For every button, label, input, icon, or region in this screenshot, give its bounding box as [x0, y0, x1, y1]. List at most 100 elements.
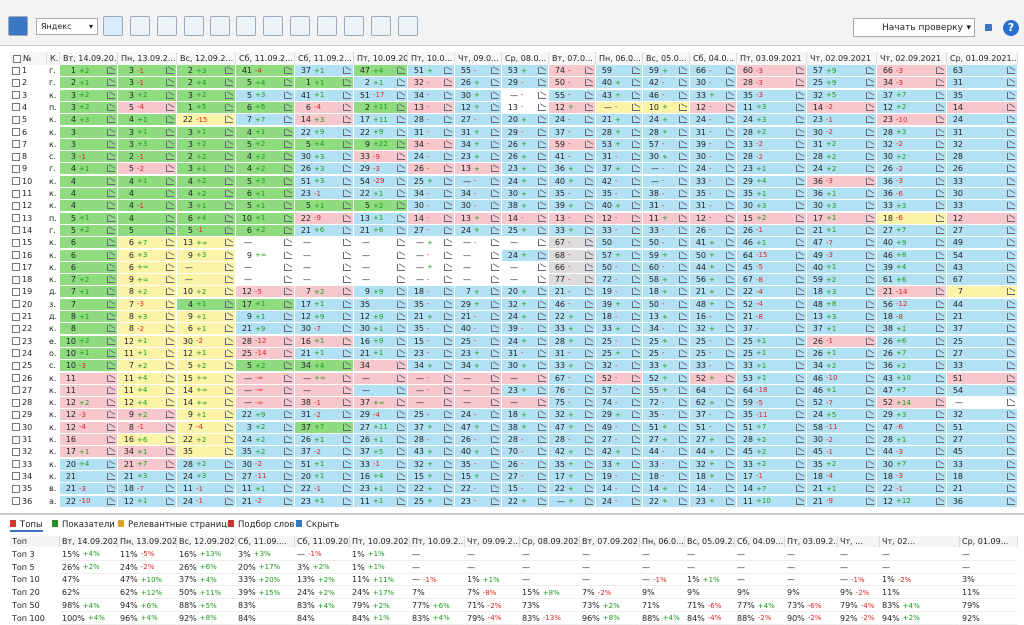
chart-icon[interactable] — [343, 202, 351, 210]
chart-icon[interactable] — [225, 362, 233, 370]
chart-icon[interactable] — [726, 190, 734, 197]
chart-icon[interactable] — [632, 349, 640, 357]
chart-icon[interactable] — [796, 313, 804, 320]
chart-icon[interactable] — [866, 374, 874, 382]
chart-icon[interactable] — [343, 214, 351, 222]
chart-icon[interactable] — [726, 226, 734, 234]
chart-icon[interactable] — [444, 460, 452, 468]
chart-icon[interactable] — [343, 116, 351, 124]
chart-icon[interactable] — [284, 103, 292, 111]
chart-icon[interactable] — [796, 288, 804, 296]
chart-icon[interactable] — [284, 337, 292, 345]
chart-icon[interactable] — [726, 202, 734, 210]
chart-icon[interactable] — [491, 140, 499, 148]
chart-icon[interactable] — [726, 177, 734, 185]
chart-icon[interactable] — [585, 202, 593, 210]
chart-icon[interactable] — [166, 251, 174, 259]
chart-icon[interactable] — [936, 325, 944, 333]
chart-icon[interactable] — [107, 349, 115, 357]
chart-icon[interactable] — [397, 103, 405, 111]
chart-icon[interactable] — [632, 337, 640, 345]
chart-icon[interactable] — [343, 226, 351, 234]
chart-icon[interactable] — [284, 165, 292, 173]
chart-icon[interactable] — [538, 399, 546, 407]
chart-icon[interactable] — [343, 386, 351, 394]
chart-icon[interactable] — [491, 276, 499, 284]
chart-icon[interactable] — [538, 288, 546, 296]
chart-icon[interactable] — [679, 436, 687, 443]
chart-icon[interactable] — [284, 472, 292, 480]
chart-icon[interactable] — [444, 386, 452, 394]
chart-icon[interactable] — [107, 67, 115, 74]
chart-icon[interactable] — [632, 177, 640, 185]
chart-icon[interactable] — [397, 423, 405, 431]
chart-icon[interactable] — [491, 374, 499, 382]
chart-icon[interactable] — [585, 386, 593, 394]
chart-icon[interactable] — [444, 103, 452, 111]
chart-icon[interactable] — [866, 165, 874, 173]
chart-icon[interactable] — [1007, 251, 1015, 259]
chart-icon[interactable] — [1007, 239, 1015, 247]
chart-icon[interactable] — [166, 349, 174, 357]
chart-icon[interactable] — [284, 67, 292, 74]
chart-icon[interactable] — [444, 497, 452, 505]
chart-icon[interactable] — [936, 399, 944, 407]
chart-icon[interactable] — [107, 263, 115, 271]
chart-icon[interactable] — [166, 436, 174, 443]
chart-icon[interactable] — [679, 485, 687, 493]
chart-icon[interactable] — [679, 300, 687, 308]
chart-icon[interactable] — [1007, 153, 1015, 161]
chart-icon[interactable] — [726, 399, 734, 407]
chart-icon[interactable] — [796, 226, 804, 234]
chart-icon[interactable] — [284, 190, 292, 197]
chart-icon[interactable] — [1007, 288, 1015, 296]
chart-icon[interactable] — [397, 91, 405, 99]
chart-icon[interactable] — [796, 460, 804, 468]
chart-icon[interactable] — [1007, 67, 1015, 74]
chart-icon[interactable] — [585, 288, 593, 296]
chart-icon[interactable] — [284, 263, 292, 271]
chart-icon[interactable] — [585, 103, 593, 111]
chart-icon[interactable] — [397, 411, 405, 419]
chart-icon[interactable] — [166, 325, 174, 333]
chart-icon[interactable] — [796, 423, 804, 431]
chart-icon[interactable] — [491, 202, 499, 210]
chart-icon[interactable] — [796, 239, 804, 247]
chart-icon[interactable] — [936, 116, 944, 124]
chart-icon[interactable] — [166, 165, 174, 173]
chart-icon[interactable] — [397, 67, 405, 74]
chart-icon[interactable] — [1007, 214, 1015, 222]
chart-icon[interactable] — [491, 165, 499, 173]
chart-icon[interactable] — [538, 374, 546, 382]
chart-icon[interactable] — [585, 362, 593, 370]
chart-icon[interactable] — [225, 190, 233, 197]
chart-icon[interactable] — [284, 436, 292, 443]
chart-icon[interactable] — [444, 79, 452, 87]
chart-icon[interactable] — [225, 349, 233, 357]
chart-icon[interactable] — [107, 140, 115, 148]
column-header[interactable]: Вт, 14.09.20... — [60, 52, 118, 65]
chart-icon[interactable] — [107, 337, 115, 345]
chart-icon[interactable] — [726, 140, 734, 148]
chart-icon[interactable] — [796, 79, 804, 87]
chart-icon[interactable] — [284, 79, 292, 87]
chart-icon[interactable] — [225, 497, 233, 505]
chart-icon[interactable] — [166, 337, 174, 345]
chart-icon[interactable] — [397, 251, 405, 259]
chart-icon[interactable] — [284, 239, 292, 247]
chart-icon[interactable] — [585, 153, 593, 161]
chart-icon[interactable] — [866, 288, 874, 296]
tool-button[interactable] — [236, 16, 256, 36]
chart-icon[interactable] — [796, 177, 804, 185]
chart-icon[interactable] — [444, 423, 452, 431]
chart-icon[interactable] — [343, 165, 351, 173]
chart-icon[interactable] — [726, 374, 734, 382]
chart-icon[interactable] — [936, 239, 944, 247]
chart-icon[interactable] — [1007, 276, 1015, 284]
chart-icon[interactable] — [679, 91, 687, 99]
chart-icon[interactable] — [444, 165, 452, 173]
chart-icon[interactable] — [726, 411, 734, 419]
chart-icon[interactable] — [491, 263, 499, 271]
chart-icon[interactable] — [538, 190, 546, 197]
chart-icon[interactable] — [679, 177, 687, 185]
